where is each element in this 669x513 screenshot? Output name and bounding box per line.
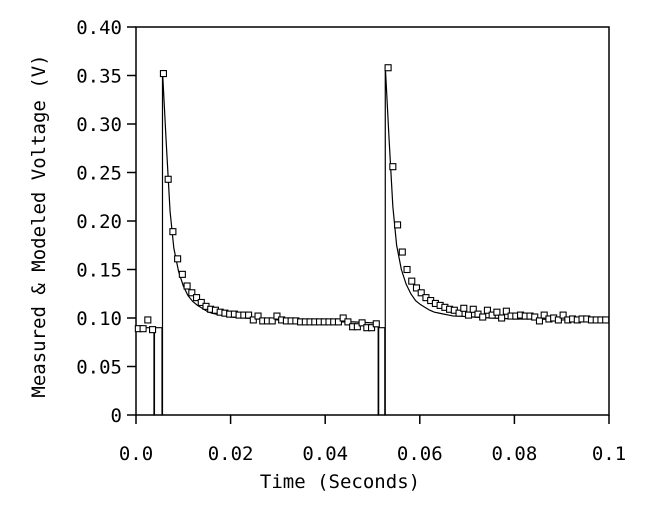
measured-point (403, 265, 411, 274)
measured-point (183, 282, 191, 290)
y-axis: 0 0.05 0.10 0.15 0.20 0.25 0.30 0.35 0.40 (76, 17, 136, 427)
modeled-series (136, 65, 609, 416)
measured-point (174, 255, 182, 263)
measured-point (334, 318, 342, 326)
measured-point (254, 312, 262, 320)
measured-point (540, 311, 548, 319)
measured-point (169, 228, 177, 236)
measured-point (498, 314, 506, 322)
measured-point (339, 314, 347, 322)
measured-point (483, 306, 491, 314)
y-tick-label: 0.35 (76, 66, 122, 88)
y-tick-label: 0.20 (76, 211, 122, 233)
measured-point (268, 317, 276, 325)
x-tick-label: 0.06 (397, 443, 443, 465)
measured-point (460, 304, 468, 312)
measured-point (535, 317, 544, 325)
measured-point (464, 311, 473, 319)
measured-point (192, 294, 201, 302)
measured-point (469, 305, 477, 313)
y-tick-label: 0.40 (76, 17, 122, 39)
measured-point (344, 318, 352, 326)
y-tick-label: 0.30 (76, 114, 122, 136)
y-tick-label: 0.05 (76, 357, 122, 379)
measured-point (502, 307, 510, 315)
modeled-voltage-line (136, 65, 609, 416)
measured-point (273, 312, 281, 320)
measured-point (394, 221, 402, 229)
measured-point (493, 308, 501, 316)
measured-point (479, 313, 487, 321)
measured-point (602, 316, 610, 324)
y-tick-label: 0 (111, 405, 122, 427)
measured-point (455, 309, 463, 317)
measured-point (139, 325, 147, 333)
measured-point (531, 313, 539, 321)
measured-point (249, 316, 257, 324)
measured-point (417, 289, 425, 297)
x-tick-label: 0.04 (302, 443, 348, 465)
measured-point (178, 270, 186, 278)
measured-point (149, 326, 157, 334)
measured-point (358, 319, 366, 327)
measured-point (384, 64, 392, 72)
y-tick-label: 0.10 (76, 308, 122, 330)
measured-point (408, 277, 416, 285)
measured-point (159, 70, 167, 78)
y-tick-label: 0.15 (76, 260, 122, 282)
plot-frame (135, 26, 610, 416)
measured-point (398, 248, 406, 256)
x-axis: 0.0 0.02 0.04 0.06 0.08 0.1 (119, 415, 626, 465)
measured-point (554, 316, 562, 324)
x-tick-label: 0.0 (119, 443, 153, 465)
x-tick-label: 0.02 (208, 443, 254, 465)
measured-point (412, 284, 421, 292)
y-tick-label: 0.25 (76, 163, 122, 185)
x-tick-label: 0.1 (592, 443, 626, 465)
measured-point (188, 289, 196, 297)
y-axis-title: Measured & Modeled Voltage (V) (28, 54, 50, 397)
measured-point (559, 311, 567, 319)
measured-point (353, 323, 361, 331)
x-axis-title: Time (Seconds) (260, 471, 420, 493)
measured-point (389, 163, 397, 171)
x-tick-label: 0.08 (492, 443, 538, 465)
measured-point (164, 175, 172, 183)
measured-point (245, 311, 253, 319)
measured-point (372, 320, 380, 328)
measured-series (134, 64, 610, 334)
measured-point (197, 298, 205, 307)
measured-point (144, 316, 152, 324)
measured-point (368, 324, 376, 332)
